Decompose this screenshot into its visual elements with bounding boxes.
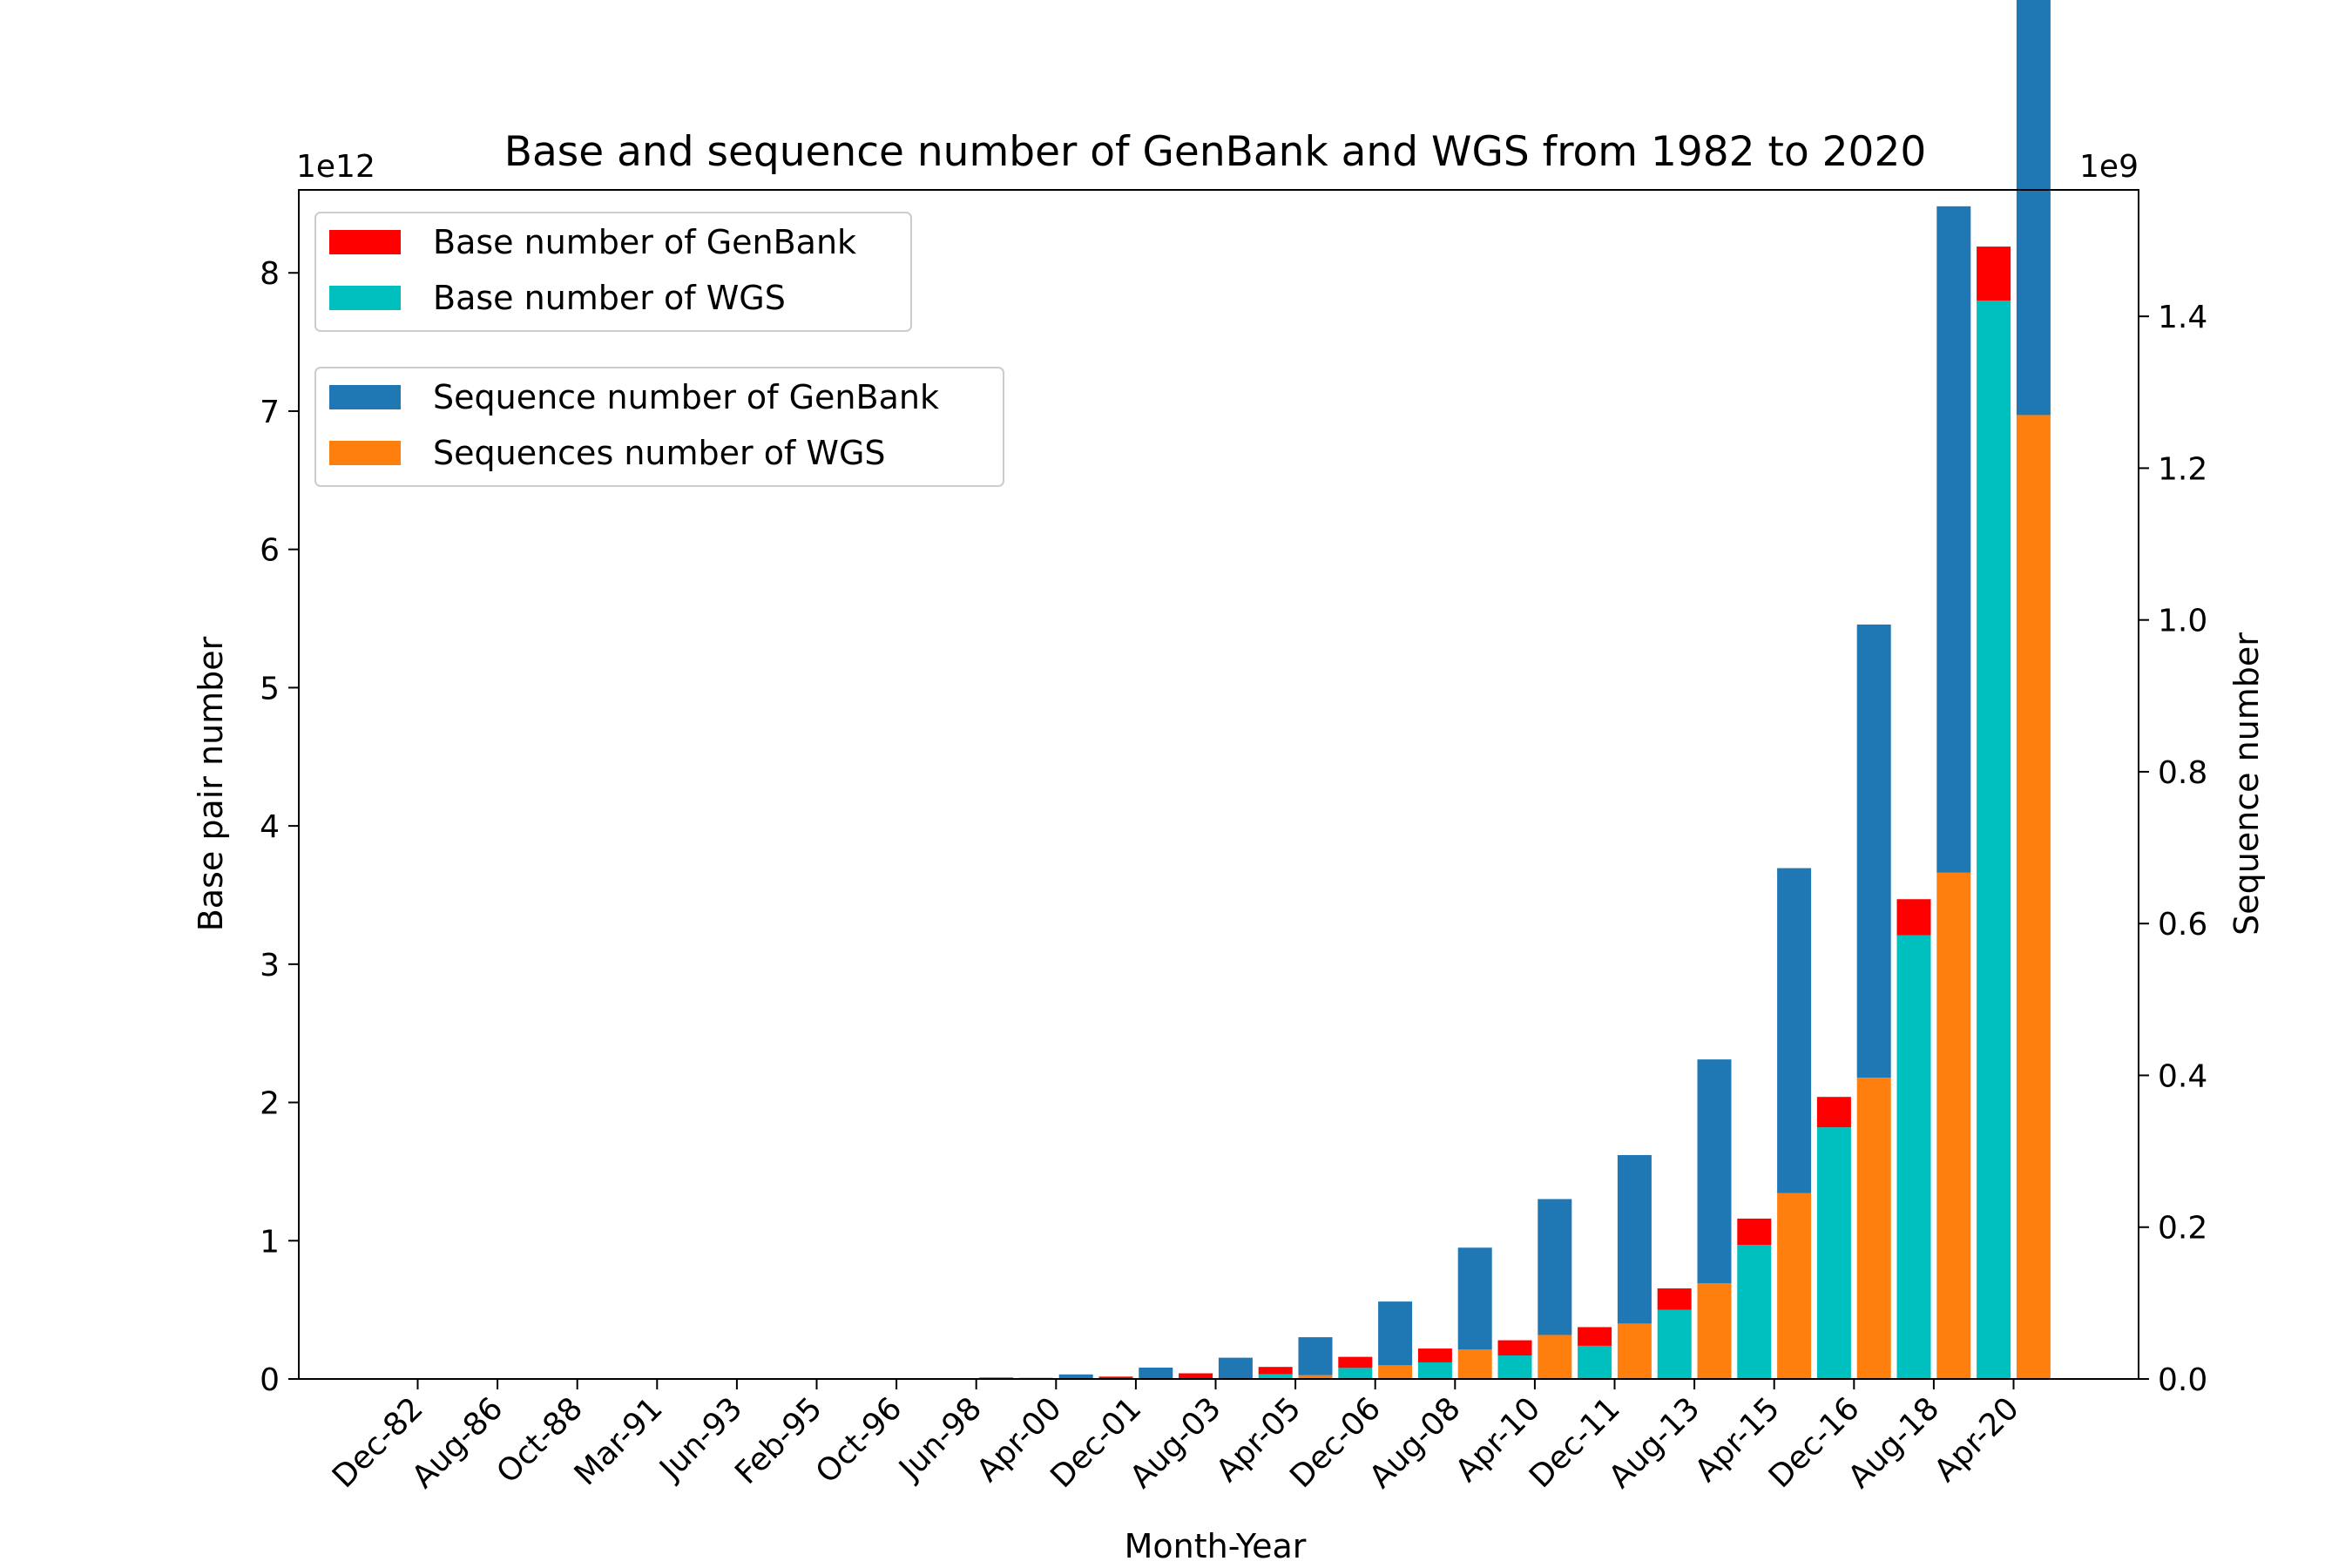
left-tick-label-8: 8 <box>260 256 280 292</box>
bar-seq-genbank-aug-08 <box>1457 1247 1492 1350</box>
right-axis-label: Sequence number <box>2227 632 2266 936</box>
bar-seq-genbank-apr-05 <box>1298 1337 1333 1375</box>
left-tick-label-2: 2 <box>260 1086 280 1122</box>
left-tick-label-3: 3 <box>260 948 280 983</box>
bar-seq-wgs-apr-10 <box>1538 1335 1572 1379</box>
bar-base-wgs-apr-15 <box>1737 1245 1772 1379</box>
bar-seq-wgs-apr-15 <box>1777 1193 1812 1379</box>
bar-seq-genbank-dec-06 <box>1378 1301 1413 1366</box>
bar-base-genbank-aug-13 <box>1657 1288 1692 1310</box>
bar-base-genbank-dec-01 <box>1098 1376 1133 1379</box>
legend-sequence: Sequence number of GenBank Sequences num… <box>314 367 1004 487</box>
bar-seq-genbank-aug-13 <box>1697 1059 1732 1284</box>
legend-swatch-seq-genbank <box>329 385 401 409</box>
bar-base-genbank-apr-10 <box>1497 1340 1532 1356</box>
legend-label-seq-genbank: Sequence number of GenBank <box>433 378 939 416</box>
right-tick-label-1: 0.2 <box>2158 1211 2207 1247</box>
bar-base-genbank-dec-16 <box>1816 1097 1851 1128</box>
left-tick-label-5: 5 <box>260 671 280 706</box>
bar-seq-genbank-dec-11 <box>1617 1154 1652 1324</box>
bars-group <box>381 0 2051 1379</box>
bar-base-wgs-apr-20 <box>1977 300 2011 1379</box>
bar-seq-genbank-apr-10 <box>1538 1199 1572 1335</box>
bar-base-wgs-apr-10 <box>1497 1355 1532 1379</box>
legend-swatch-base-genbank <box>329 230 401 254</box>
bar-seq-genbank-apr-15 <box>1777 868 1812 1193</box>
bar-seq-wgs-dec-06 <box>1378 1365 1413 1379</box>
bar-seq-wgs-aug-08 <box>1457 1349 1492 1379</box>
left-tick-label-4: 4 <box>260 809 280 845</box>
left-tick-label-1: 1 <box>260 1224 280 1260</box>
bar-base-genbank-dec-11 <box>1578 1327 1612 1346</box>
left-tick-label-7: 7 <box>260 395 280 430</box>
legend-label-seq-wgs: Sequences number of WGS <box>433 434 886 472</box>
right-tick-label-2: 0.4 <box>2158 1058 2207 1094</box>
bar-seq-wgs-apr-05 <box>1298 1375 1333 1379</box>
right-axis-offset: 1e9 <box>2079 149 2139 185</box>
bar-seq-wgs-aug-18 <box>1936 872 1971 1379</box>
bar-seq-wgs-dec-16 <box>1856 1078 1891 1379</box>
bar-base-genbank-apr-20 <box>1977 247 2011 301</box>
bar-seq-wgs-apr-20 <box>2016 415 2051 1379</box>
legend-label-base-wgs: Base number of WGS <box>433 279 786 317</box>
legend-base-frame <box>314 212 912 332</box>
bar-base-genbank-aug-08 <box>1417 1348 1452 1362</box>
bar-base-wgs-apr-05 <box>1258 1374 1293 1379</box>
right-tick-label-5: 1.0 <box>2158 604 2207 639</box>
bar-seq-genbank-dec-01 <box>1139 1367 1173 1379</box>
legend-base: Base number of GenBank Base number of WG… <box>314 212 912 332</box>
plot-frame <box>298 189 2139 1380</box>
bar-seq-genbank-aug-03 <box>1218 1357 1253 1379</box>
bar-base-wgs-dec-11 <box>1578 1345 1612 1379</box>
right-tick-label-7: 1.4 <box>2158 300 2207 335</box>
bar-base-wgs-dec-06 <box>1338 1368 1373 1379</box>
bar-base-wgs-aug-08 <box>1417 1362 1452 1379</box>
bar-seq-genbank-dec-16 <box>1856 624 1891 1078</box>
left-tick-label-0: 0 <box>260 1362 280 1398</box>
bar-seq-genbank-apr-00 <box>1058 1374 1093 1379</box>
right-tick-label-3: 0.6 <box>2158 907 2207 943</box>
bar-base-wgs-aug-13 <box>1657 1309 1692 1379</box>
bar-base-wgs-dec-16 <box>1816 1127 1851 1379</box>
bar-base-wgs-aug-18 <box>1896 935 1931 1379</box>
bar-seq-wgs-aug-13 <box>1697 1283 1732 1379</box>
chart-title: Base and sequence number of GenBank and … <box>504 128 1927 176</box>
legend-label-base-genbank: Base number of GenBank <box>433 223 856 261</box>
bar-base-genbank-apr-05 <box>1258 1367 1293 1375</box>
left-axis: 0 1 2 3 4 5 6 7 8 <box>260 256 299 1398</box>
legend-sequence-frame <box>314 367 1004 487</box>
right-tick-label-6: 1.2 <box>2158 451 2207 487</box>
bar-base-genbank-aug-03 <box>1179 1373 1213 1379</box>
right-tick-label-0: 0.0 <box>2158 1362 2207 1398</box>
right-tick-label-4: 0.8 <box>2158 755 2207 791</box>
left-axis-offset: 1e12 <box>296 149 375 185</box>
bar-seq-genbank-apr-20 <box>2016 0 2051 416</box>
right-axis: 0.0 0.2 0.4 0.6 0.8 1.0 1.2 1.4 <box>2139 300 2207 1398</box>
x-axis-label: Month-Year <box>1125 1527 1307 1565</box>
bar-base-genbank-apr-15 <box>1737 1218 1772 1246</box>
bar-base-genbank-dec-06 <box>1338 1356 1373 1369</box>
left-axis-label: Base pair number <box>192 636 230 931</box>
left-tick-label-6: 6 <box>260 533 280 569</box>
legend-swatch-base-wgs <box>329 286 401 310</box>
bar-seq-genbank-aug-18 <box>1936 206 1971 873</box>
bar-base-genbank-aug-18 <box>1896 899 1931 936</box>
bar-seq-wgs-dec-11 <box>1617 1323 1652 1379</box>
legend-swatch-seq-wgs <box>329 441 401 465</box>
